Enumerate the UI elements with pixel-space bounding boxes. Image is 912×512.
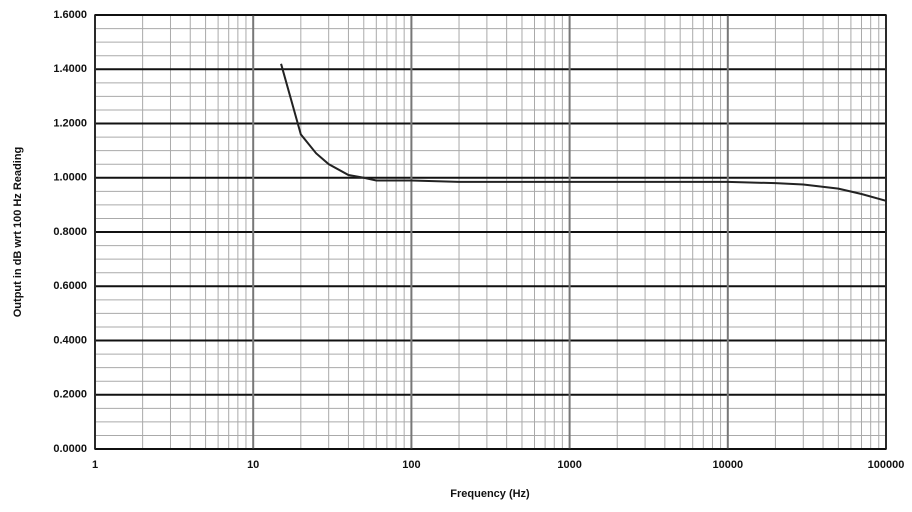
x-tick-label: 100000 (868, 459, 905, 471)
x-tick-label: 1000 (557, 459, 581, 471)
x-axis-label: Frequency (Hz) (450, 488, 530, 500)
x-tick-label: 10000 (713, 459, 744, 471)
data-line (280, 63, 887, 202)
y-tick-label: 1.4000 (53, 63, 87, 75)
y-tick-label: 1.2000 (53, 117, 87, 129)
y-tick-label: 0.4000 (53, 334, 87, 346)
y-tick-label: 0.6000 (53, 280, 87, 292)
y-tick-label: 1.6000 (53, 9, 87, 21)
y-tick-label: 0.2000 (53, 389, 87, 401)
y-tick-label: 1.0000 (53, 172, 87, 184)
plot-border (94, 14, 887, 450)
y-axis-label: Output in dB wrt 100 Hz Reading (12, 147, 24, 318)
y-tick-label: 0.0000 (53, 443, 87, 455)
x-tick-label: 10 (247, 459, 259, 471)
x-tick-label: 100 (402, 459, 420, 471)
y-tick-label: 0.8000 (53, 226, 87, 238)
x-tick-label: 1 (92, 459, 98, 471)
